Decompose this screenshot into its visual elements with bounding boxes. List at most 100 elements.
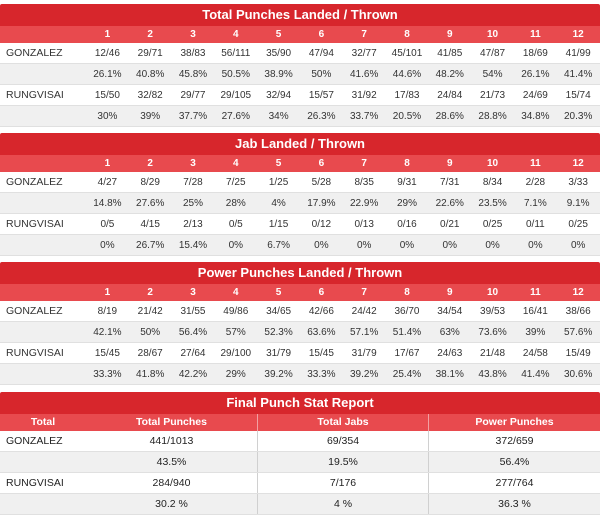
landed-thrown-cell: 0/16 [397, 219, 417, 230]
pct-cell: 17.9% [307, 198, 336, 209]
pct-cell: 26.1% [521, 69, 550, 80]
landed-thrown-cell: 24/63 [437, 348, 463, 359]
landed-thrown-cell: 24/84 [437, 90, 463, 101]
final-row-gonzalez-pcts: 43.5% 19.5% 56.4% [0, 452, 600, 473]
pct-cell: 23.5% [478, 198, 507, 209]
round-number: 7 [361, 29, 367, 40]
fighter-counts-row: RUNGVISAI 0/5 4/15 2/13 0/5 1/15 0/12 0/13 0/16 0… [0, 214, 600, 235]
pct-cell: 28.6% [435, 111, 464, 122]
landed-thrown-cell: 18/69 [522, 48, 548, 59]
pct-cell: 6.7% [267, 240, 290, 251]
final-total-punches-pct: 30.2 % [86, 494, 258, 514]
final-report-section: Final Punch Stat Report Total Total Punc… [0, 392, 600, 515]
pct-cell: 26.1% [93, 69, 122, 80]
round-number: 2 [147, 287, 153, 298]
pct-cell: 9.1% [566, 198, 590, 209]
pct-cell: 38.1% [435, 369, 464, 380]
pct-cell: 57% [225, 327, 246, 338]
landed-thrown-cell: 47/94 [308, 48, 334, 59]
fighter-pct-row: 30% 39% 37.7% 27.6% 34% 26.3% 33.7% 20.5% 28.6% 2… [0, 106, 600, 127]
landed-thrown-cell: 42/66 [308, 306, 334, 317]
pct-cell: 26.3% [307, 111, 336, 122]
landed-thrown-cell: 5/28 [311, 177, 332, 188]
landed-thrown-cell: 47/87 [480, 48, 506, 59]
pct-cell: 57.6% [563, 327, 593, 338]
final-power-punches-pct: 36.3 % [498, 498, 531, 510]
pct-cell: 0% [314, 240, 329, 251]
fighter-pct-row: 14.8% 27.6% 25% 28% 4% 17.9% 22.9% 29% 22.6% 23.5… [0, 193, 600, 214]
landed-thrown-cell: 15/45 [308, 348, 334, 359]
pct-cell: 50.5% [221, 69, 250, 80]
pct-cell: 37.7% [178, 111, 208, 122]
fighter-name: RUNGVISAI [6, 347, 64, 359]
pct-cell: 0% [528, 240, 543, 251]
landed-thrown-cell: 0/13 [354, 219, 374, 230]
landed-thrown-cell: 3/33 [568, 177, 588, 188]
final-total-punches: 441/1013 [86, 431, 258, 451]
landed-thrown-cell: 0/25 [568, 219, 588, 230]
fighter-counts-row: GONZALEZ 12/46 29/71 38/83 56/111 35/90 47/94 3… [0, 43, 600, 64]
section-title: Jab Landed / Thrown [0, 133, 600, 155]
landed-thrown-cell: 9/31 [397, 177, 417, 188]
final-total-jabs: 7/176 [258, 473, 429, 493]
round-number: 10 [487, 287, 499, 298]
pct-cell: 51.4% [392, 327, 422, 338]
landed-thrown-cell: 29/100 [220, 348, 252, 359]
fighter-counts-row: GONZALEZ 8/19 21/42 31/55 49/86 34/65 42/66 24/… [0, 301, 600, 322]
landed-thrown-cell: 29/105 [220, 90, 252, 101]
landed-thrown-cell: 0/5 [100, 219, 115, 230]
landed-thrown-cell: 27/64 [180, 348, 206, 359]
pct-cell: 41.4% [563, 69, 593, 80]
round-number: 1 [104, 287, 111, 298]
round-number: 6 [318, 29, 325, 40]
pct-cell: 41.6% [350, 69, 379, 80]
final-total-jabs-pct: 4 % [258, 494, 429, 514]
rounds-header: 1 2 3 4 5 6 7 8 9 10 11 12 [0, 155, 600, 172]
round-number: 2 [147, 29, 153, 40]
final-power-punches: 372/659 [495, 435, 534, 447]
pct-cell: 27.6% [136, 198, 165, 209]
round-number: 8 [404, 158, 410, 169]
landed-thrown-cell: 2/28 [525, 177, 546, 188]
round-number: 9 [446, 287, 453, 298]
landed-thrown-cell: 28/67 [137, 348, 163, 359]
final-row-rungvisai-counts: RUNGVISAI 284/940 7/176 277/764 [0, 473, 600, 494]
landed-thrown-cell: 34/54 [437, 306, 463, 317]
landed-thrown-cell: 2/13 [183, 219, 203, 230]
round-number: 4 [233, 158, 239, 169]
landed-thrown-cell: 35/90 [266, 48, 292, 59]
round-number: 9 [446, 29, 453, 40]
round-number: 11 [530, 287, 541, 298]
pct-cell: 26.7% [136, 240, 165, 251]
pct-cell: 63% [439, 327, 460, 338]
pct-cell: 39.2% [264, 369, 293, 380]
landed-thrown-cell: 17/83 [394, 90, 420, 101]
final-row-rungvisai-pcts: 30.2 % 4 % 36.3 % [0, 494, 600, 515]
landed-thrown-cell: 17/67 [394, 348, 420, 359]
pct-cell: 28.8% [478, 111, 507, 122]
landed-thrown-cell: 29/71 [137, 48, 163, 59]
round-number: 4 [233, 287, 239, 298]
jab-section: Jab Landed / Thrown 1 2 3 4 5 6 7 8 9 10 11 12 GONZAL… [0, 133, 600, 256]
pct-cell: 4% [271, 198, 286, 209]
pct-cell: 15.4% [178, 240, 208, 251]
fighter-name: GONZALEZ [6, 435, 63, 447]
final-header-power-punches: Power Punches [475, 416, 554, 428]
pct-cell: 43.8% [478, 369, 507, 380]
round-number: 11 [530, 158, 541, 169]
landed-thrown-cell: 0/5 [228, 219, 243, 230]
landed-thrown-cell: 12/46 [94, 48, 120, 59]
pct-cell: 0% [485, 240, 500, 251]
pct-cell: 0% [228, 240, 244, 251]
landed-thrown-cell: 31/79 [266, 348, 292, 359]
final-header-total-punches: Total Punches [86, 414, 258, 431]
fighter-pct-row: 0% 26.7% 15.4% 0% 6.7% 0% 0% 0% 0% 0% 0% 0% [0, 235, 600, 256]
landed-thrown-cell: 7/28 [183, 177, 203, 188]
landed-thrown-cell: 21/42 [137, 306, 163, 317]
pct-cell: 0% [356, 240, 372, 251]
landed-thrown-cell: 7/31 [440, 177, 460, 188]
rounds-header: 1 2 3 4 5 6 7 8 9 10 11 12 [0, 26, 600, 43]
round-number: 9 [446, 158, 453, 169]
landed-thrown-cell: 36/70 [394, 306, 420, 317]
landed-thrown-cell: 38/66 [565, 306, 591, 317]
